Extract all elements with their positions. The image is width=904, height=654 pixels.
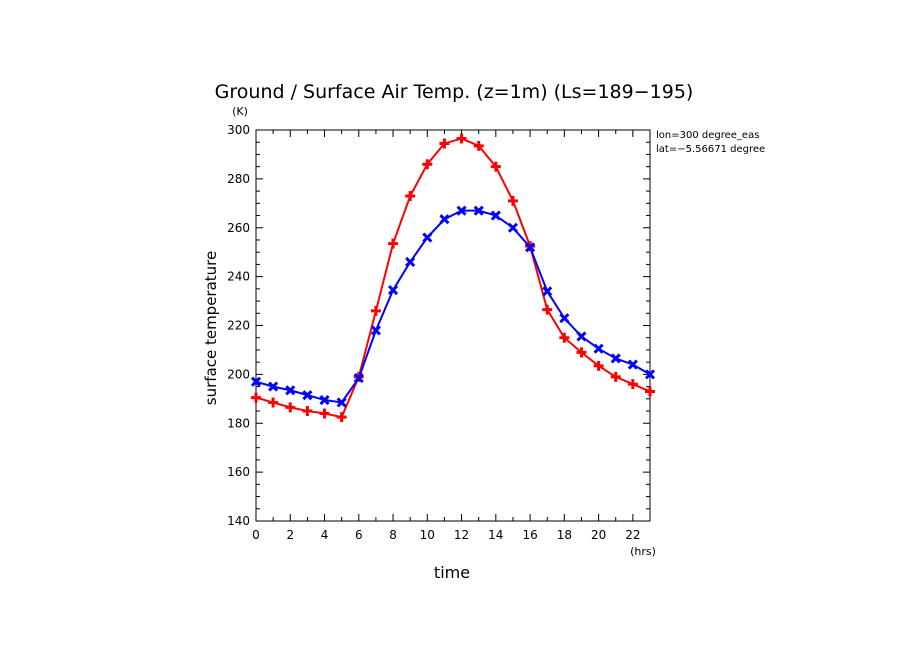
y-tick-label: 200 [227, 367, 250, 381]
series-1-point [388, 238, 399, 249]
series-2-point [387, 285, 399, 296]
series-2-line [255, 209, 651, 404]
series-2-point [370, 325, 381, 336]
series-2-point [302, 390, 313, 401]
y-unit-label: (K) [232, 105, 248, 118]
x-tick-label: 0 [252, 528, 260, 542]
series-2-point [456, 205, 467, 216]
series-1-point [370, 305, 381, 316]
annotation-lon: lon=300 degree_eas [656, 130, 759, 141]
series-1-point [405, 190, 416, 201]
series-1-point [422, 159, 433, 170]
series-2-point [336, 397, 347, 408]
series-1-point [542, 304, 553, 315]
x-tick-label: 14 [488, 528, 503, 542]
series-2-point [644, 369, 656, 380]
y-tick-label: 280 [227, 172, 250, 186]
series-2-point [268, 381, 279, 392]
series-1-point [610, 371, 621, 382]
y-axis-label: surface temperature [202, 251, 220, 406]
series-1-point [627, 379, 638, 390]
series-1-point [576, 347, 587, 358]
series-1-point [439, 138, 450, 149]
series-2-point [507, 222, 519, 233]
series-1-point [302, 406, 313, 417]
x-axis-label: time [434, 563, 470, 582]
y-tick-label: 300 [227, 123, 250, 137]
x-tick-label: 10 [420, 528, 435, 542]
x-tick-label: 4 [321, 528, 329, 542]
series-2-point [422, 232, 433, 243]
y-tick-label: 160 [227, 465, 250, 479]
series-1-point [456, 133, 467, 144]
series-2-point [405, 256, 416, 268]
plot-area: 0 2 4 6 8 10 12 14 16 18 20 22 140 160 180 200 220 240 260… [227, 123, 656, 542]
series-1-point [645, 386, 655, 397]
series-1-point [336, 412, 347, 423]
x-tick-label: 22 [625, 528, 640, 542]
series-2-point [627, 359, 638, 370]
x-tick-label: 8 [389, 528, 397, 542]
y-tick-label: 240 [227, 270, 250, 284]
x-tick-label: 20 [591, 528, 606, 542]
series-2-point [285, 385, 296, 396]
series-1-point [268, 397, 279, 408]
y-tick-label: 180 [227, 416, 250, 430]
series-1-point [559, 332, 570, 343]
series-2-point [542, 286, 553, 297]
x-tick-label: 2 [286, 528, 294, 542]
series-2-point [319, 394, 330, 406]
x-tick-label: 12 [454, 528, 469, 542]
series-2-point [439, 214, 450, 225]
series-1-point [473, 140, 484, 151]
series-2-point [593, 343, 604, 354]
series-2-point [576, 331, 587, 342]
series-2-point [610, 353, 621, 364]
series-1-point [490, 161, 501, 172]
x-tick-label: 18 [557, 528, 572, 542]
x-tick-label: 16 [522, 528, 537, 542]
chart-title: Ground / Surface Air Temp. (z=1m) (Ls=18… [215, 81, 694, 103]
y-tick-label: 260 [227, 221, 250, 235]
series-1-line [255, 137, 651, 419]
series-2-point [490, 210, 501, 221]
y-tick-label: 220 [227, 319, 250, 333]
x-tick-label: 6 [355, 528, 363, 542]
x-unit-label: (hrs) [630, 545, 656, 558]
series-1-point [285, 402, 296, 413]
series-2-point [353, 372, 364, 384]
y-tick-label: 140 [227, 514, 250, 528]
series-2-point [559, 313, 570, 324]
plot-frame [255, 129, 651, 522]
series-1-point [593, 360, 604, 371]
series-1-point [507, 195, 518, 206]
series-2-point [473, 205, 484, 216]
series-2-point [250, 376, 262, 387]
series-2-point [525, 242, 536, 253]
series-1-point [251, 392, 261, 403]
series-1-point [319, 408, 330, 419]
annotation-lat: lat=−5.56671 degree [656, 144, 765, 155]
